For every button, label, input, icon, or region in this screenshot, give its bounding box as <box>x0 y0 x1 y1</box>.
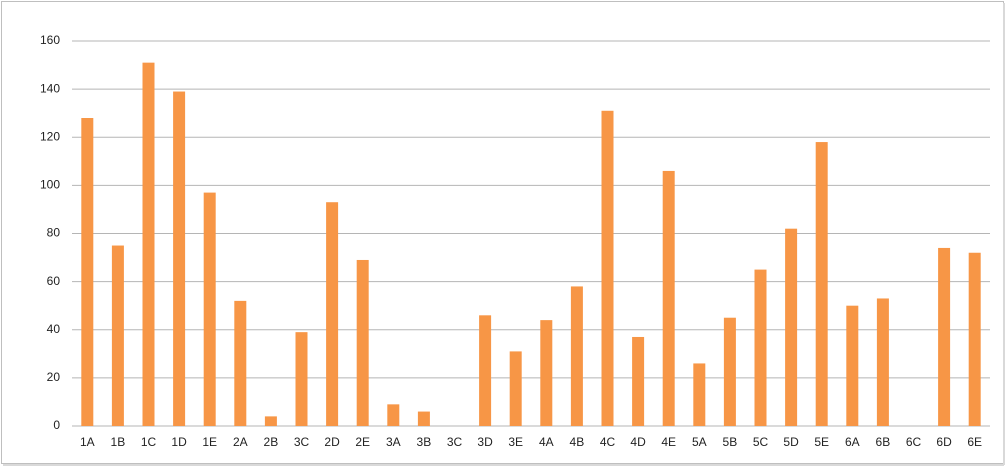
y-tick-label: 0 <box>53 418 60 432</box>
x-tick-label: 1C <box>141 435 157 449</box>
bar <box>203 192 216 426</box>
y-tick-label: 120 <box>40 129 60 143</box>
y-tick-label: 160 <box>40 33 60 47</box>
x-tick-label: 6B <box>876 435 891 449</box>
x-tick-label: 5E <box>814 435 829 449</box>
bar <box>142 62 155 426</box>
x-tick-label: 4E <box>661 435 676 449</box>
x-tick-label: 4D <box>630 435 646 449</box>
x-tick-label: 2B <box>264 435 279 449</box>
x-tick-label: 3E <box>508 435 523 449</box>
x-tick-label: 5C <box>753 435 769 449</box>
bar <box>509 351 522 426</box>
y-tick-label: 60 <box>47 274 61 288</box>
x-tick-label: 6C <box>906 435 922 449</box>
x-tick-label: 4A <box>539 435 554 449</box>
x-tick-label: 5D <box>783 435 799 449</box>
bar <box>570 286 583 426</box>
x-tick-label: 2E <box>355 435 370 449</box>
bar <box>540 320 553 426</box>
bar <box>815 142 828 426</box>
bar <box>723 317 736 426</box>
x-tick-label: 5A <box>692 435 707 449</box>
x-tick-label: 5B <box>723 435 738 449</box>
x-tick-label: 3C <box>447 435 463 449</box>
x-tick-label: 1B <box>111 435 126 449</box>
bar <box>968 252 981 426</box>
x-tick-label: 2D <box>324 435 340 449</box>
y-tick-label: 20 <box>47 370 61 384</box>
x-tick-label: 3D <box>477 435 493 449</box>
bar <box>876 298 889 426</box>
bar <box>601 110 614 426</box>
bar <box>785 228 798 426</box>
x-tick-label: 1A <box>80 435 95 449</box>
x-tick-label: 6E <box>967 435 982 449</box>
x-tick-label: 1D <box>171 435 187 449</box>
x-tick-label: 3A <box>386 435 401 449</box>
bar <box>326 202 339 426</box>
bar <box>356 259 369 426</box>
bar <box>632 336 645 426</box>
y-tick-label: 80 <box>47 226 61 240</box>
bar <box>81 118 94 426</box>
bar <box>846 305 859 426</box>
bar <box>387 404 400 426</box>
x-tick-label: 6A <box>845 435 860 449</box>
x-tick-label: 6D <box>936 435 952 449</box>
x-tick-label: 3C <box>294 435 310 449</box>
x-tick-label: 2A <box>233 435 248 449</box>
x-tick-label: 4B <box>570 435 585 449</box>
x-tick-label: 1E <box>202 435 217 449</box>
bar <box>479 315 492 426</box>
x-tick-label: 3B <box>417 435 432 449</box>
bar <box>417 411 430 426</box>
bar <box>111 245 124 426</box>
x-tick-label: 4C <box>600 435 616 449</box>
y-tick-label: 140 <box>40 81 60 95</box>
bar <box>173 91 186 426</box>
bar <box>295 332 308 426</box>
bar <box>234 300 247 426</box>
y-tick-label: 40 <box>47 322 61 336</box>
bar <box>938 247 951 426</box>
bar <box>662 170 675 426</box>
bar <box>754 269 767 426</box>
y-tick-label: 100 <box>40 178 60 192</box>
bar <box>264 416 277 426</box>
bar <box>693 363 706 426</box>
